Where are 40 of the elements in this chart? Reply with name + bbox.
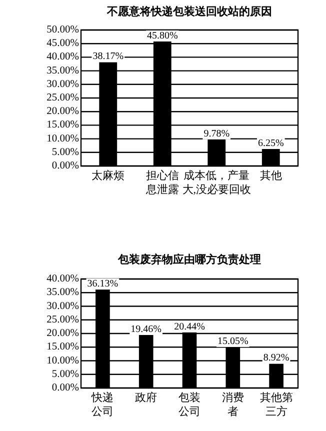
y-tick-label: 25.00%: [46, 92, 80, 104]
data-label: 45.80%: [146, 30, 178, 42]
y-tick-label: 30.00%: [46, 78, 80, 90]
y-tick-label: 0.00%: [52, 382, 80, 394]
y-tick-label: 15.00%: [46, 342, 80, 353]
y-tick-label: 40.00%: [46, 52, 80, 63]
chart-title: 包装废弃物应由哪方负责处理: [117, 253, 261, 266]
data-label: 20.44%: [174, 321, 205, 332]
data-label: 36.13%: [87, 278, 118, 290]
x-tick-label: 快递公司: [90, 391, 114, 418]
data-label: 8.92%: [263, 352, 290, 364]
y-tick-label: 50.00%: [46, 24, 80, 36]
y-tick-label: 5.00%: [52, 146, 80, 158]
x-tick-label: 太麻烦: [92, 169, 125, 182]
x-tick-label: 其他: [260, 169, 282, 182]
y-tick-label: 35.00%: [46, 65, 80, 76]
x-tick-label: 政府: [135, 391, 158, 404]
y-tick-label: 20.00%: [46, 106, 80, 118]
x-tick-label: 担心信息泄露: [144, 169, 179, 196]
chart-title: 不愿意将快递包装送回收站的原因: [106, 5, 272, 18]
data-label: 9.78%: [204, 128, 230, 140]
y-tick-label: 10.00%: [46, 355, 80, 366]
x-tick-label: 成本低，产量大,没必要回收: [182, 169, 251, 196]
x-tick-label: 消费者: [222, 391, 244, 418]
x-tick-label: 包装公司: [178, 391, 200, 418]
y-tick-label: 0.00%: [52, 160, 80, 172]
y-tick-label: 5.00%: [52, 368, 80, 380]
y-tick-label: 20.00%: [46, 328, 80, 339]
x-tick-label: 其他第三方: [260, 391, 293, 418]
y-tick-label: 10.00%: [46, 133, 80, 144]
y-tick-label: 15.00%: [46, 120, 80, 131]
y-tick-label: 30.00%: [46, 300, 80, 312]
data-label: 19.46%: [130, 324, 162, 335]
y-tick-label: 45.00%: [46, 38, 80, 50]
y-tick-label: 40.00%: [46, 274, 80, 284]
y-tick-label: 35.00%: [46, 287, 80, 298]
data-label: 15.05%: [217, 336, 248, 347]
data-label: 6.25%: [258, 138, 284, 149]
y-tick-label: 25.00%: [46, 314, 80, 326]
data-label: 38.17%: [92, 51, 124, 62]
